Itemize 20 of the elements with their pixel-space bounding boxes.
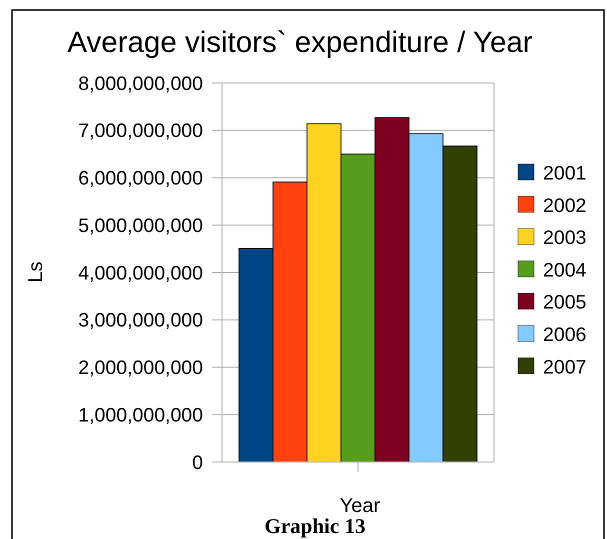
y-axis-title: Ls [25, 261, 47, 283]
y-tick-label: 5,000,000,000 [78, 214, 204, 237]
x-axis-title: Year [340, 495, 381, 517]
y-tick-label: 6,000,000,000 [78, 168, 204, 190]
legend-label: 2004 [543, 259, 587, 282]
text: Graphic 13 [264, 514, 366, 538]
y-tick-label: 0 [192, 452, 204, 474]
y-tick-label: 2,000,000,000 [78, 357, 204, 380]
y-tick-label: 1,000,000,000 [78, 404, 204, 426]
legend-label: 2001 [543, 162, 586, 184]
legend-label: 2005 [543, 292, 587, 314]
chart-title: Average visitors` expenditure / Year [67, 26, 533, 59]
y-tick-label: 7,000,000,000 [78, 120, 204, 142]
legend-label: 2002 [543, 194, 586, 217]
y-tick-label: 8,000,000,000 [78, 72, 204, 95]
y-tick-label: 3,000,000,000 [78, 310, 204, 332]
legend-label: 2007 [543, 356, 586, 378]
y-tick-label: 4,000,000,000 [78, 262, 204, 284]
legend-label: 2003 [543, 227, 586, 250]
legend-label: 2006 [543, 324, 586, 346]
